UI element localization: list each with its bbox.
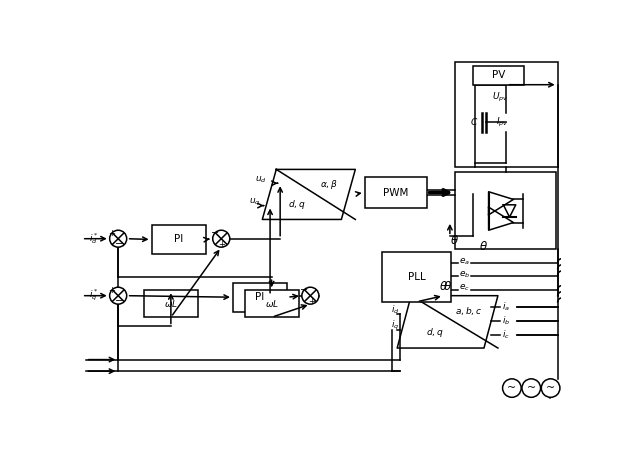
Text: +: + [219,240,226,249]
Text: $\alpha,\beta$: $\alpha,\beta$ [320,178,338,191]
Text: $i_c$: $i_c$ [502,328,510,341]
Text: $\theta$: $\theta$ [450,234,459,247]
Bar [244,290,299,317]
Text: ~: ~ [546,383,555,393]
Circle shape [503,379,521,397]
Bar [382,252,452,302]
Bar [455,172,556,249]
Circle shape [110,230,126,247]
Text: $d,q$: $d,q$ [288,198,306,211]
Bar [455,61,558,167]
Text: $I_{pv}$: $I_{pv}$ [497,116,509,129]
Text: C: C [471,118,477,127]
Text: $U_{pv}$: $U_{pv}$ [492,91,508,104]
Circle shape [541,379,560,397]
Text: +: + [308,297,315,305]
Bar [473,66,523,85]
Text: $\omega L$: $\omega L$ [164,298,178,309]
Text: ~: ~ [507,383,516,393]
Bar [233,283,287,312]
Polygon shape [503,205,516,217]
Text: $\theta$: $\theta$ [439,280,448,293]
Circle shape [522,379,541,397]
Text: $i_b$: $i_b$ [502,315,510,328]
Bar [364,177,427,208]
Text: PI: PI [255,292,265,302]
Text: $\theta$: $\theta$ [479,240,488,253]
Text: −: − [300,286,308,295]
Text: $i_d$: $i_d$ [391,304,399,316]
Text: $i_q$: $i_q$ [391,319,399,333]
Text: $\omega L$: $\omega L$ [265,298,278,309]
Bar [151,225,206,254]
Text: PLL: PLL [407,272,426,282]
Text: $u_d$: $u_d$ [255,175,267,185]
Polygon shape [397,296,498,348]
Text: $i_q^*$: $i_q^*$ [89,288,99,304]
Text: $i_d^*$: $i_d^*$ [89,231,99,246]
Text: $u_q$: $u_q$ [249,197,261,208]
Text: −: − [211,228,219,238]
Text: $i_a$: $i_a$ [502,301,510,314]
Circle shape [110,287,126,304]
Text: −: − [115,239,123,249]
Text: PV: PV [492,71,505,80]
Circle shape [212,230,230,247]
Text: ~: ~ [526,383,536,393]
Text: $e_c$: $e_c$ [459,283,470,293]
Text: PI: PI [174,235,183,244]
Text: +: + [108,286,115,295]
Text: PWM: PWM [383,188,408,197]
Text: $d,q$: $d,q$ [426,326,444,339]
Text: $\theta$: $\theta$ [443,280,452,293]
Text: $e_a$: $e_a$ [459,256,470,267]
Bar [144,290,198,317]
Text: $a,b,c$: $a,b,c$ [455,305,482,317]
Text: +: + [108,229,115,238]
Text: $e_b$: $e_b$ [459,270,470,280]
Polygon shape [262,170,355,219]
Circle shape [302,287,319,304]
Text: −: − [115,296,123,306]
